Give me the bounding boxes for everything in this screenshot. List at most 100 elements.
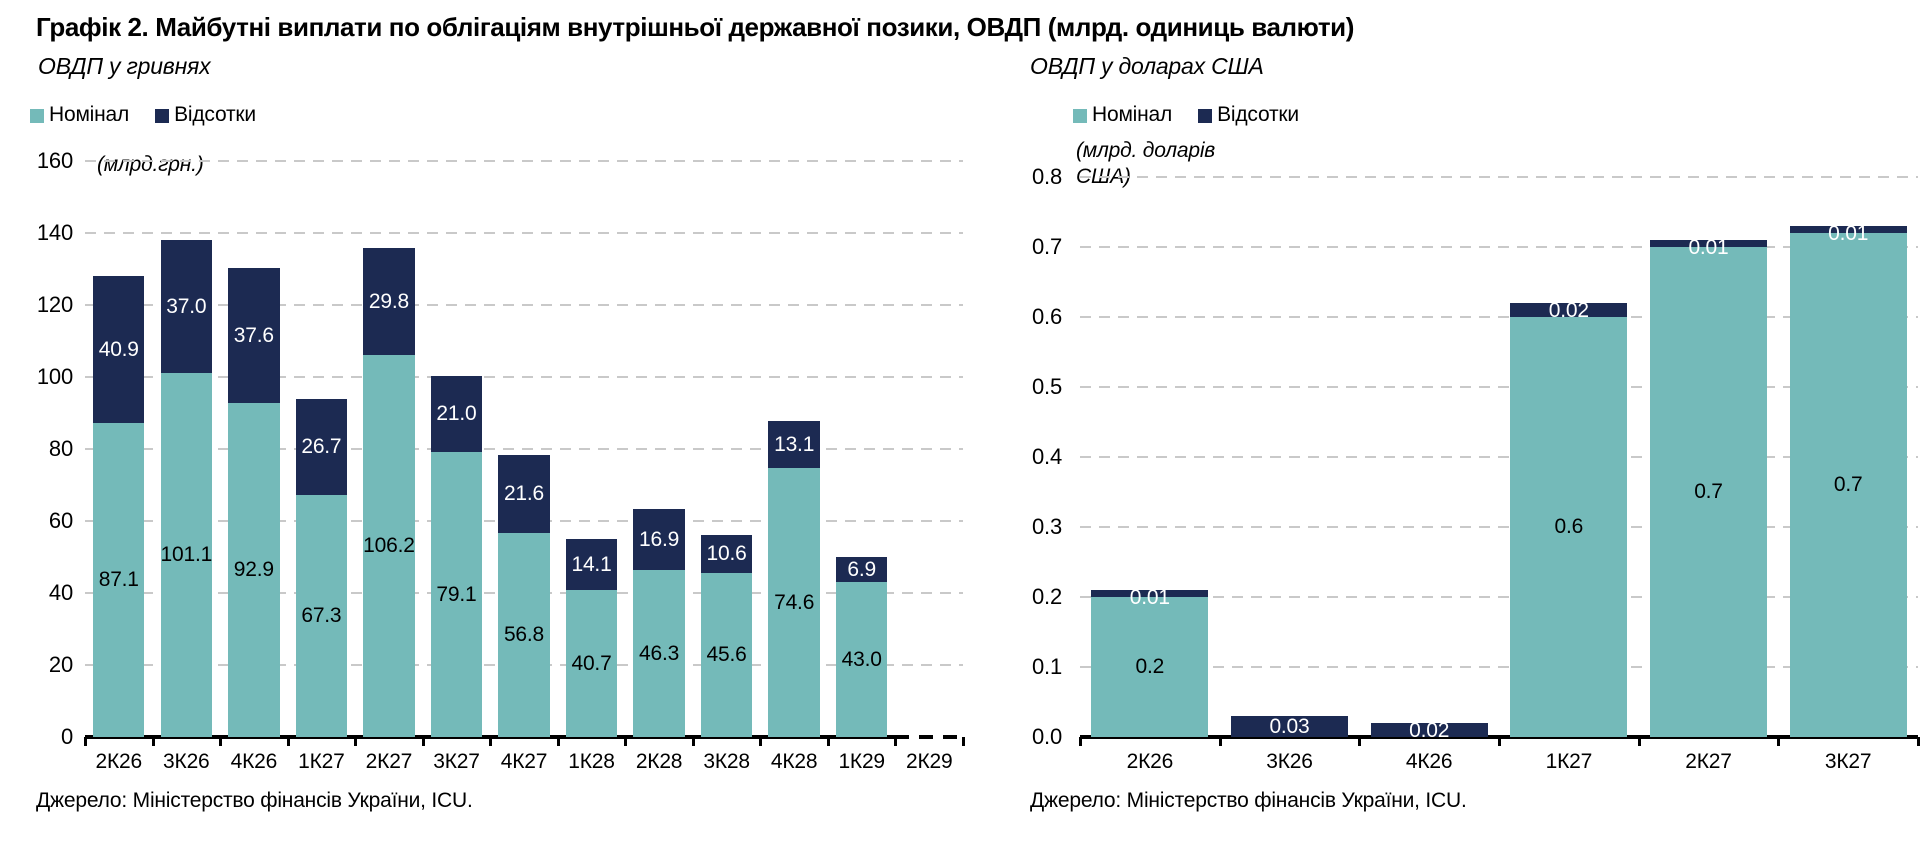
legend-item-nominal: Номінал (30, 103, 129, 127)
bar-3К28: 10.6 45.6 (700, 535, 753, 737)
bar-label-interest: 0.01 (1828, 226, 1869, 245)
legend-label-interest: Відсотки (1217, 103, 1299, 126)
bar-segment-nominal (1789, 233, 1907, 737)
y-tick-label: 0.5 (1032, 374, 1062, 399)
axis-tick (1637, 737, 1641, 746)
bar-label-interest: 13.1 (774, 432, 815, 456)
y-tick-label: 0.8 (1032, 164, 1062, 189)
bar-segment-interest (93, 276, 145, 423)
bar-2К27: 0.01 0.7 (1649, 240, 1768, 737)
x-tick-label: 4К27 (500, 750, 548, 773)
bar-label-nominal: 101.1 (160, 543, 212, 566)
axis-tick (354, 737, 358, 746)
bar-segment-nominal (93, 423, 145, 737)
bar-segment-nominal (295, 495, 348, 737)
bar-label-interest: 40.9 (98, 337, 139, 361)
x-tick-label: 3К27 (1824, 750, 1872, 773)
y-tick-label: 140 (36, 220, 73, 245)
gridline (85, 304, 963, 306)
gridline (1080, 526, 1918, 528)
bar-label-interest: 29.8 (368, 289, 409, 313)
x-axis-dashed-segment (895, 735, 963, 739)
bar-label-interest: 0.03 (1269, 716, 1310, 737)
bar-segment-nominal (160, 373, 212, 737)
bar-segment-interest (1230, 716, 1349, 737)
bar-label-nominal: 40.7 (571, 651, 612, 675)
x-tick-label: 4К26 (1405, 750, 1453, 773)
bar-segment-nominal (1091, 597, 1209, 737)
y-tick-label: 0.1 (1032, 654, 1062, 679)
axis-tick (1079, 737, 1082, 746)
bar-label-interest: 0.01 (1688, 240, 1729, 259)
axis-tick (219, 737, 223, 746)
source-note-uah: Джерело: Міністерство фінансів України, … (36, 789, 473, 812)
axis-tick (962, 737, 965, 746)
x-tick-label: 3К26 (163, 750, 210, 773)
bar-segment-nominal (565, 590, 618, 737)
bar-label-nominal: 56.8 (503, 623, 545, 646)
gridline (1080, 456, 1918, 458)
bar-label-nominal: 87.1 (98, 568, 139, 591)
axis-tick (556, 737, 560, 746)
bar-1К27: 0.02 0.6 (1510, 303, 1628, 737)
subtitle-uah-chart: ОВДП у гривнях (38, 53, 211, 79)
axis-tick (759, 737, 763, 746)
axis-tick (489, 737, 493, 746)
gridline (1080, 316, 1918, 318)
y-tick-label: 0.2 (1032, 584, 1062, 609)
axis-tick (84, 737, 87, 746)
bar-segment-nominal (498, 533, 550, 737)
bar-label-nominal: 92.9 (233, 558, 274, 581)
axis-tick (624, 737, 628, 746)
subtitle-usd-chart: ОВДП у доларах США (1030, 53, 1264, 79)
axis-tick (286, 737, 290, 746)
bar-label-nominal: 0.6 (1554, 515, 1584, 538)
bar-segment-nominal (836, 582, 888, 737)
bar-label-interest: 0.02 (1409, 723, 1450, 737)
bar-segment-interest (633, 509, 685, 570)
bar-segment-interest (430, 376, 483, 452)
bar-segment-nominal (1510, 317, 1628, 737)
bar-segment-interest (1091, 590, 1209, 597)
bar-2К27: 29.8 106.2 (363, 248, 415, 737)
x-tick-label: 2К26 (1126, 750, 1174, 773)
bar-segment-interest (1789, 226, 1907, 233)
y-tick-label: 100 (36, 364, 73, 389)
interest-swatch-icon (1198, 109, 1213, 123)
axis-tick (826, 737, 830, 746)
x-tick-label: 1К28 (568, 750, 615, 773)
bar-4К26: 0.02 (1370, 723, 1488, 737)
bar-label-nominal: 43.0 (841, 647, 882, 671)
x-tick-label: 3К27 (433, 750, 480, 773)
bar-label-nominal: 0.2 (1135, 655, 1165, 678)
x-tick-label: 1К27 (298, 750, 345, 773)
bar-label-interest: 0.02 (1548, 303, 1589, 322)
bar-segment-interest (1510, 303, 1628, 317)
y-tick-label: 0.6 (1032, 304, 1062, 329)
bar-label-interest: 21.6 (503, 482, 545, 505)
bar-label-interest: 37.6 (233, 323, 274, 347)
x-tick-label: 2К28 (635, 750, 683, 773)
y-tick-label: 120 (36, 292, 73, 317)
bar-segment-interest (363, 248, 415, 355)
y-tick-label: 40 (48, 580, 73, 605)
legend-usd-chart: Номінал Відсотки (1073, 103, 1317, 127)
legend-item-interest: Відсотки (1198, 103, 1299, 127)
gridline (85, 376, 963, 378)
x-tick-label: 1К29 (838, 750, 885, 773)
axis-tick (151, 737, 155, 746)
bar-segment-interest (498, 455, 550, 533)
gridline (1080, 666, 1918, 668)
bar-label-nominal: 46.3 (639, 641, 680, 665)
x-tick-label: 4К26 (230, 750, 278, 773)
bar-label-interest: 26.7 (301, 435, 342, 458)
y-tick-label: 0.4 (1032, 444, 1062, 469)
x-tick-label: 3К26 (1266, 750, 1313, 773)
bar-label-interest: 37.0 (166, 294, 207, 318)
axis-tick (1777, 737, 1781, 746)
bar-segment-nominal (363, 355, 415, 737)
bar-4К28: 13.1 74.6 (768, 421, 820, 737)
axis-tick (894, 737, 898, 746)
bar-label-nominal: 67.3 (301, 604, 342, 627)
